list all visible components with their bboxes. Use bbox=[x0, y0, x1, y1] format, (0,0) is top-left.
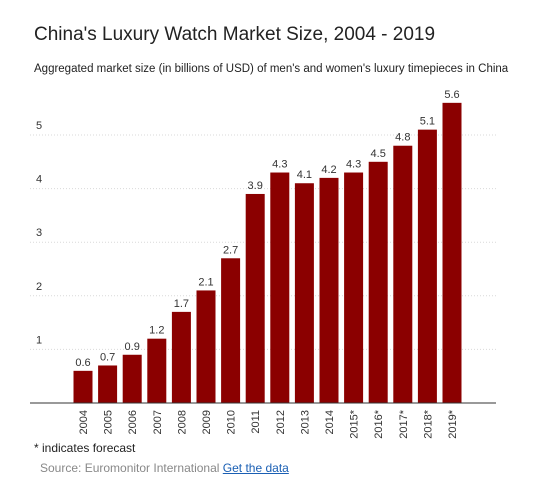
x-tick-label: 2009 bbox=[201, 410, 213, 434]
x-tick-label: 2004 bbox=[78, 410, 90, 434]
x-tick-label: 2014 bbox=[324, 410, 336, 434]
chart-title: China's Luxury Watch Market Size, 2004 -… bbox=[34, 24, 436, 45]
data-label: 2.1 bbox=[198, 276, 213, 288]
y-tick-label: 1 bbox=[36, 334, 42, 346]
data-label: 4.1 bbox=[297, 169, 312, 181]
y-tick-label: 2 bbox=[36, 281, 42, 293]
x-tick-label: 2010 bbox=[226, 410, 238, 434]
data-labels: 0.6 0.7 0.9 1.2 1.7 2.1 2.7 3.9 4.3 4.1 4.2 4.3 4.5 4… bbox=[75, 89, 459, 369]
bar-2014 bbox=[319, 177, 339, 403]
data-label: 0.6 bbox=[75, 357, 90, 369]
data-label: 1.2 bbox=[149, 325, 164, 337]
bar-2005 bbox=[98, 365, 118, 403]
bar-2011 bbox=[245, 193, 265, 403]
bar-2015* bbox=[344, 172, 364, 403]
x-tick-label: 2017* bbox=[398, 409, 410, 438]
source-text: Source: Euromonitor International bbox=[40, 461, 220, 475]
bar-2012 bbox=[270, 172, 290, 403]
y-tick-label: 4 bbox=[36, 174, 42, 186]
x-tick-label: 2007 bbox=[152, 410, 164, 434]
bar-2004 bbox=[73, 370, 93, 403]
data-label: 5.1 bbox=[420, 116, 435, 128]
y-tick-label: 5 bbox=[36, 120, 42, 132]
bars bbox=[73, 102, 462, 403]
data-label: 4.3 bbox=[272, 159, 287, 171]
bar-2007 bbox=[147, 338, 167, 403]
bar-2009 bbox=[196, 290, 216, 403]
bar-2013 bbox=[294, 183, 314, 403]
x-tick-label: 2008 bbox=[176, 410, 188, 434]
data-label: 4.5 bbox=[371, 148, 386, 160]
chart-subtitle: Aggregated market size (in billions of U… bbox=[34, 63, 509, 75]
x-tick-label: 2006 bbox=[127, 410, 139, 434]
bar-2008 bbox=[171, 311, 191, 403]
bar-2018* bbox=[417, 129, 437, 403]
data-label: 4.2 bbox=[321, 164, 336, 176]
x-tick-label: 2015* bbox=[349, 409, 361, 438]
x-axis-ticks: 2004 2005 2006 2007 2008 2009 2010 2011 2012 2013… bbox=[78, 409, 459, 438]
data-label: 2.7 bbox=[223, 244, 238, 256]
x-tick-label: 2011 bbox=[250, 410, 262, 434]
data-label: 5.6 bbox=[444, 89, 459, 101]
bar-2016* bbox=[368, 161, 388, 403]
x-tick-label: 2019* bbox=[447, 409, 459, 438]
data-label: 4.3 bbox=[346, 159, 361, 171]
x-tick-label: 2012 bbox=[275, 410, 287, 434]
bar-2019* bbox=[442, 102, 462, 403]
x-tick-label: 2005 bbox=[103, 410, 115, 434]
bar-2006 bbox=[122, 354, 142, 403]
x-tick-label: 2018* bbox=[422, 409, 434, 438]
bar-2010 bbox=[221, 258, 241, 403]
y-axis-ticks: 1 2 3 4 5 bbox=[36, 120, 42, 346]
get-the-data-link[interactable]: Get the data bbox=[222, 461, 289, 475]
data-label: 0.7 bbox=[100, 351, 115, 363]
data-label: 1.7 bbox=[174, 298, 189, 310]
data-label: 4.8 bbox=[395, 132, 410, 144]
x-tick-label: 2016* bbox=[373, 409, 385, 438]
y-tick-label: 3 bbox=[36, 227, 42, 239]
bar-2017* bbox=[393, 145, 413, 403]
data-label: 3.9 bbox=[248, 180, 263, 192]
forecast-footnote: * indicates forecast bbox=[34, 441, 136, 455]
x-tick-label: 2013 bbox=[299, 410, 311, 434]
source-line: Source: Euromonitor International Get th… bbox=[40, 461, 289, 475]
data-label: 0.9 bbox=[125, 341, 140, 353]
